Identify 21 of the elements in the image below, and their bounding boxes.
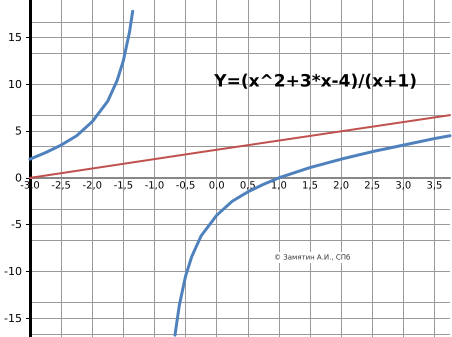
x-tick-label: -1,0 xyxy=(144,180,164,192)
x-tick-label: 1,0 xyxy=(270,180,287,192)
x-tick-label: 2,5 xyxy=(364,180,380,192)
y-tick-label: -10 xyxy=(4,264,22,278)
x-tick-label: 2,0 xyxy=(333,180,350,192)
x-tick-label: 1,5 xyxy=(302,180,318,192)
y-tick-label: 15 xyxy=(8,30,22,44)
y-tick-label: 10 xyxy=(8,78,22,91)
x-tick-label: -2,5 xyxy=(51,180,71,192)
text: Y=(x^2+3*x-4)/(x+1) xyxy=(213,72,418,92)
x-tick-label: 3,5 xyxy=(426,180,442,192)
x-tick-label: -1,5 xyxy=(114,180,134,192)
x-tick-label: 0,0 xyxy=(208,180,225,192)
y-tick-label: 5 xyxy=(15,124,22,138)
x-tick-label: -0,5 xyxy=(176,180,196,192)
x-tick-label: 0,5 xyxy=(240,180,256,192)
y-tick-label: 0 xyxy=(15,171,22,184)
y-tick-label: -5 xyxy=(11,218,22,232)
x-tick-label: -2,0 xyxy=(82,180,102,192)
x-tick-label: 3,0 xyxy=(395,180,412,192)
y-tick-label: -15 xyxy=(4,312,22,325)
